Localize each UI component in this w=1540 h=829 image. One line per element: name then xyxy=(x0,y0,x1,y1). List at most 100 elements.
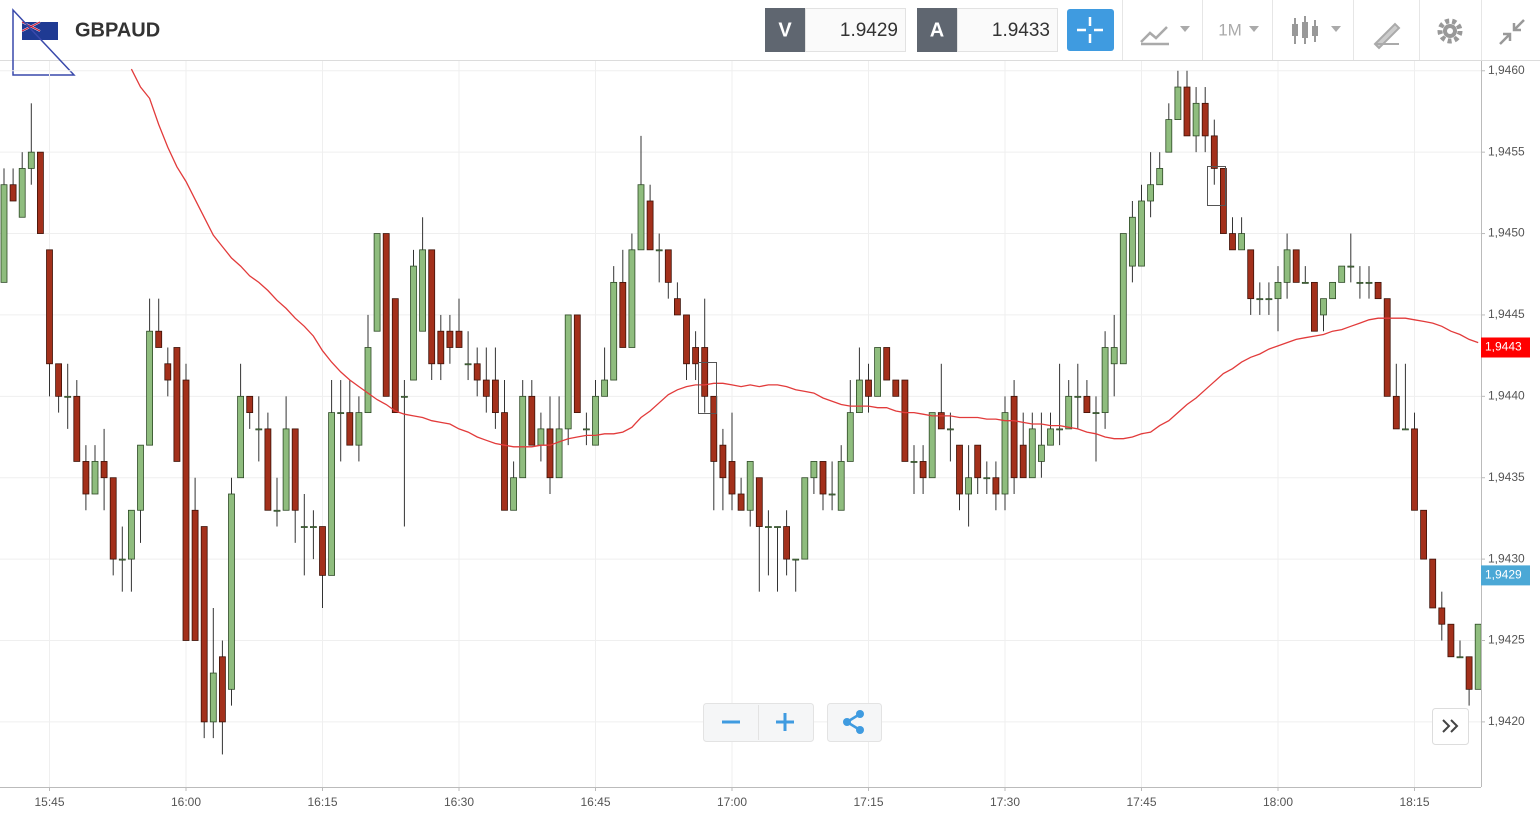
x-tick-label: 15:45 xyxy=(34,795,64,809)
candle-body xyxy=(1474,623,1481,690)
collapse-icon[interactable] xyxy=(1499,19,1525,45)
candle-body xyxy=(1028,428,1036,479)
candle-body xyxy=(155,330,163,348)
candle-body xyxy=(910,461,918,463)
candle-body xyxy=(683,314,690,365)
candle-body xyxy=(810,461,818,479)
candle-body xyxy=(992,477,1000,495)
candle-body xyxy=(1192,102,1200,137)
price-label-box xyxy=(1481,337,1530,358)
candles-icon-body xyxy=(1292,24,1298,36)
candle-body xyxy=(1365,281,1373,284)
candle-body xyxy=(273,509,281,512)
price-label-box xyxy=(1481,565,1530,586)
selection-box[interactable] xyxy=(1207,166,1226,206)
candle-body xyxy=(1038,444,1045,462)
y-tick-label: 1,9435 xyxy=(1488,470,1525,484)
drawing-icon[interactable] xyxy=(1373,22,1401,50)
candle-body xyxy=(974,444,982,479)
axes: 1,9420 1,9425 1,9430 1,9435 1,9440 1,9445 1,94… xyxy=(34,63,1530,809)
price-label: 1,9443 xyxy=(1485,340,1522,354)
y-tick-label: 1,9450 xyxy=(1488,226,1525,240)
candle-body xyxy=(1074,395,1082,398)
sell-button[interactable] xyxy=(765,8,805,52)
buy-price: 1.9433 xyxy=(992,20,1050,41)
candle-body xyxy=(64,395,72,398)
candle-body xyxy=(1129,216,1136,267)
drawing-triangle[interactable] xyxy=(12,8,76,76)
crosshair-icon xyxy=(1077,17,1103,43)
candle-body xyxy=(655,249,663,252)
candle-body xyxy=(91,461,99,495)
x-tick-label: 17:45 xyxy=(1126,795,1156,809)
sell-price: 1.9429 xyxy=(840,20,898,41)
candles-icon-body xyxy=(1302,22,1308,38)
share-button[interactable] xyxy=(827,703,882,742)
x-tick-label: 16:45 xyxy=(580,795,610,809)
sell-price-box[interactable] xyxy=(805,8,906,52)
candle-body xyxy=(1065,395,1073,430)
timeframe[interactable]: 1M xyxy=(1218,20,1242,39)
candle-body xyxy=(1438,607,1446,625)
candle-body xyxy=(55,363,62,397)
x-tick-label: 17:00 xyxy=(717,795,747,809)
candle-body xyxy=(1392,395,1400,430)
candle-body xyxy=(874,347,881,397)
candle-body xyxy=(1411,428,1418,511)
y-tick-label: 1,9455 xyxy=(1488,144,1525,158)
chart-type-icon[interactable] xyxy=(1140,26,1169,46)
candle-body xyxy=(355,412,363,446)
candle-body xyxy=(346,412,354,446)
buy-price-box[interactable] xyxy=(957,8,1058,52)
candle-body xyxy=(209,672,217,723)
y-tick-label: 1,9440 xyxy=(1488,388,1525,402)
caret xyxy=(1180,26,1190,32)
candle-body xyxy=(728,461,736,495)
y-tick-label: 1,9445 xyxy=(1488,307,1525,321)
candle-body xyxy=(965,477,972,495)
buy-button[interactable] xyxy=(917,8,957,52)
candle-body xyxy=(774,526,781,528)
candle-body xyxy=(628,249,636,348)
candle-body xyxy=(18,168,26,218)
candle-body xyxy=(583,428,590,431)
candle-body xyxy=(1256,298,1264,301)
candle-body xyxy=(200,526,208,723)
scroll-end-button[interactable] xyxy=(1432,708,1469,745)
candle-body xyxy=(537,428,545,446)
candle-body xyxy=(1329,281,1336,300)
candle-body xyxy=(1010,395,1018,479)
candle-body xyxy=(592,395,599,446)
candle-body xyxy=(1265,298,1273,301)
y-tick-label: 1,9430 xyxy=(1488,551,1525,565)
candle-body xyxy=(364,347,372,414)
candle-body xyxy=(9,184,17,202)
candle-body xyxy=(1019,444,1027,479)
candle-body xyxy=(901,379,909,462)
candle-body xyxy=(573,314,581,414)
candle-body xyxy=(1174,86,1182,121)
share-dot xyxy=(856,710,864,718)
candle-body xyxy=(1056,428,1063,431)
candle-body xyxy=(892,379,900,397)
crosshair-button[interactable] xyxy=(1067,9,1114,51)
candle-body xyxy=(1429,558,1437,609)
candle-body xyxy=(319,526,326,576)
moving-average-line xyxy=(130,68,1479,448)
candle-body xyxy=(819,461,827,495)
settings-icon[interactable] xyxy=(1437,18,1463,44)
candle-body xyxy=(546,428,554,479)
candle-body xyxy=(837,461,845,511)
candle-body xyxy=(191,509,199,641)
candle-body xyxy=(118,558,126,561)
candle-body xyxy=(400,395,408,398)
selection-box[interactable] xyxy=(698,362,717,414)
zoom-in[interactable] xyxy=(776,713,794,731)
candle-body xyxy=(1110,347,1118,365)
candle-body xyxy=(27,151,35,169)
candle-body xyxy=(510,477,518,511)
candle-body xyxy=(1229,233,1236,251)
candle-body xyxy=(765,526,772,528)
candle-body xyxy=(373,233,381,332)
